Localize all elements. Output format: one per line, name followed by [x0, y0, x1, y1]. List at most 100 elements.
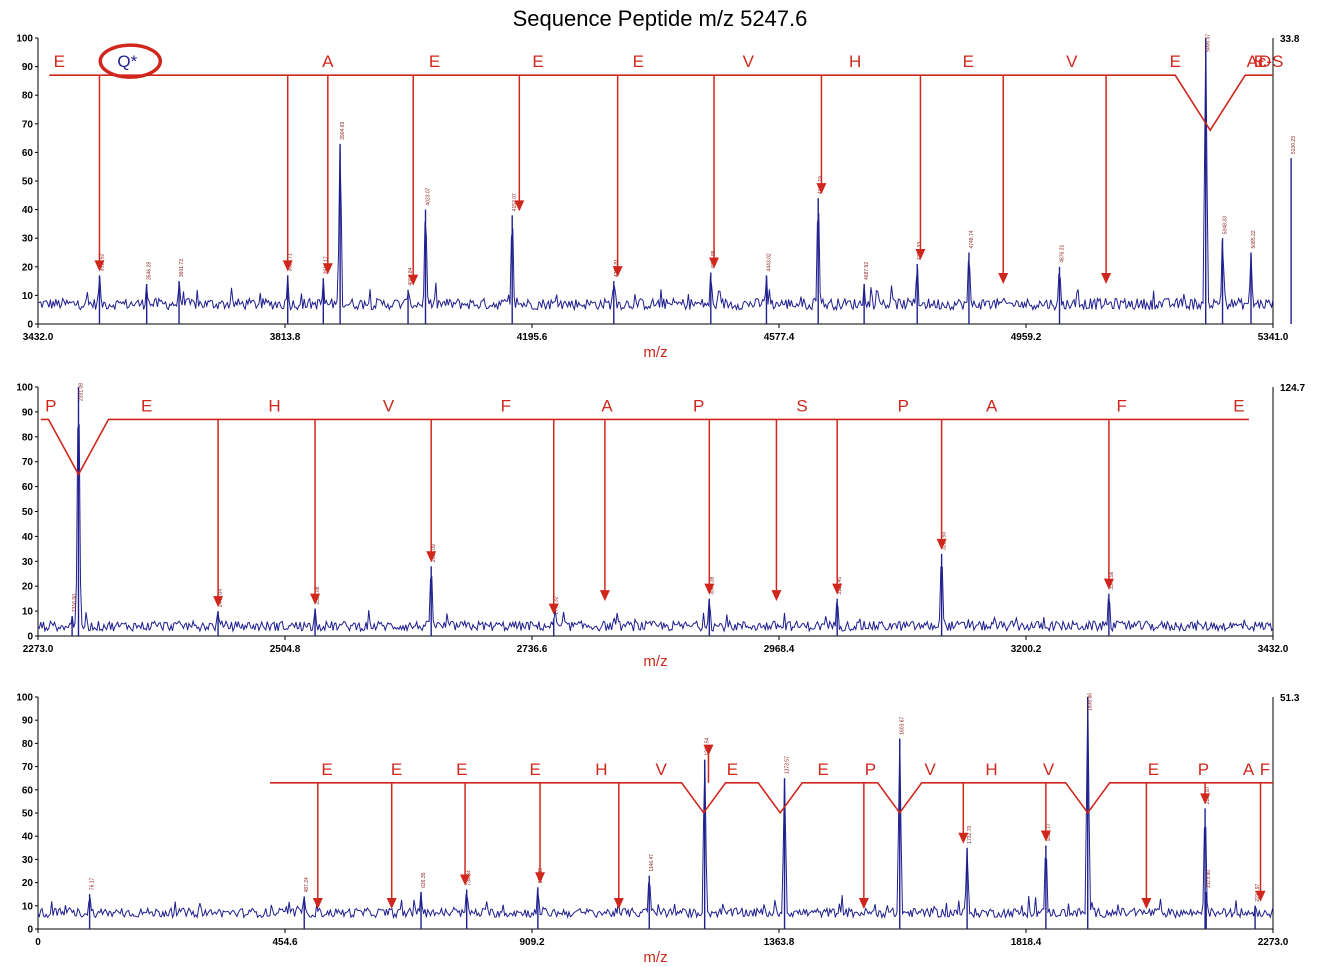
panel2-residue-label: A [986, 396, 998, 415]
panel3-arrow-head [535, 872, 546, 884]
panel1-xtick-label: 3813.8 [270, 332, 301, 343]
panel3-peak-label: 76.17 [90, 877, 96, 890]
panel1-ytick-label: 60 [22, 148, 34, 159]
panel2-arrow-head [548, 603, 559, 615]
panel1-residue-label: E [429, 52, 440, 71]
panel1-peak-label: 4876.31 [1060, 245, 1066, 263]
panel3-ytick-label: 50 [22, 809, 34, 820]
panel2-ytick-label: 90 [22, 407, 34, 418]
panel3-peak-label: 1938.86 [1088, 693, 1094, 711]
panel3-residue-label: A [1243, 760, 1255, 779]
panel2-arrow-head [426, 551, 437, 563]
panel1-residue-label: Q* [117, 52, 137, 71]
panel1-peak-label: 5130.23 [1291, 136, 1297, 154]
panel2-residue-label: P [45, 396, 56, 415]
panel3-peak-label: 1732.70 [967, 826, 973, 844]
panel2-ytick-label: 70 [22, 457, 34, 468]
panel2-peak-label: 2331.08 [78, 383, 84, 401]
panel3-residue-ladder [270, 782, 1273, 815]
panel2-xtick-label: 2273.0 [23, 644, 54, 655]
panel2-ytick-label: 80 [22, 432, 34, 443]
panel1-ytick-label: 80 [22, 91, 34, 102]
panel1-peak-label: 4023.07 [426, 187, 432, 205]
chart-title: Sequence Peptide m/z 5247.6 [512, 6, 808, 31]
panel3-x-label: m/z [643, 949, 667, 966]
panel2-residue-label: F [501, 396, 511, 415]
panel3-residue-label: V [656, 760, 668, 779]
panel3-arrow-head [1141, 898, 1152, 909]
panel3-residue-label: H [595, 760, 607, 779]
panel3-peak-label: 1603.67 [900, 716, 906, 734]
panel1-peak-label: 4443.02 [766, 253, 772, 271]
panel3-peak-label: 1146.47 [649, 854, 655, 872]
panel1-arrow-head [282, 260, 293, 272]
panel1-peak-label: 4687.92 [864, 262, 870, 280]
panel1-residue-label: E [532, 52, 543, 71]
panel3-residue-label: E [321, 760, 332, 779]
panel1-peak-label: 5085.22 [1251, 230, 1257, 248]
panel1-residue-circle [98, 43, 163, 79]
panel3-residue-label: E [391, 760, 402, 779]
panel2-arrow-head [771, 590, 782, 602]
panel3-ytick-label: 40 [22, 832, 34, 843]
panel2-ytick-label: 60 [22, 482, 34, 493]
panel3-arrow-head [1200, 793, 1211, 805]
panel2-arrow-head [213, 596, 224, 608]
panel2-residue-label: E [141, 396, 152, 415]
panel3-peak-label: 2173.90 [1206, 870, 1212, 888]
panel1-xtick-label: 3432.0 [23, 332, 54, 343]
panel1-ytick-label: 70 [22, 119, 34, 130]
panel3-peak-label: 734.34 [467, 870, 473, 886]
panel1-residue-label: E [54, 52, 65, 71]
panel2-xtick-label: 3200.2 [1011, 644, 1042, 655]
panel1-residue-label: V [743, 52, 755, 71]
panel1-arrow-head [408, 274, 419, 286]
panel1-xtick-label: 4959.2 [1011, 332, 1042, 343]
panel1-arrow-head [94, 260, 105, 272]
panel3-peak-label: 1373.57 [785, 756, 791, 774]
panel2-residue-label: V [383, 396, 395, 415]
panel2-xtick-label: 2736.6 [517, 644, 548, 655]
panel3-ytick-label: 60 [22, 785, 34, 796]
panel1-residue-ladder [49, 74, 1273, 132]
panel3-arrow-head [1255, 890, 1266, 902]
panel3-residue-label: E [529, 760, 540, 779]
panel1-arrow-head [998, 272, 1009, 284]
panel3-arrow-head [703, 744, 714, 756]
panel2-max-intensity: 124.7 [1280, 383, 1305, 394]
panel2-arrow-head [832, 583, 843, 595]
panel1-residue-label: Ac-S [1247, 52, 1284, 71]
panel3-xtick-label: 2273.0 [1258, 937, 1289, 948]
panel3-residue-label: E [727, 760, 738, 779]
panel1-xtick-label: 4577.4 [764, 332, 795, 343]
panel3-max-intensity: 51.3 [1280, 693, 1300, 704]
panel1-residue-label: E [1254, 52, 1265, 71]
panel1-spectrum-trace [37, 38, 1274, 312]
panel3-peak-label: 487.24 [304, 877, 310, 893]
panel3-peak-label: 626.35 [421, 872, 427, 888]
panel1-peak-label: 3601.73 [179, 259, 185, 277]
panel3-arrow-head [1040, 830, 1051, 842]
panel2-ytick-label: 40 [22, 532, 34, 543]
panel3-arrow-head [312, 898, 323, 909]
panel3-ytick-label: 70 [22, 762, 34, 773]
panel2-xtick-label: 3432.0 [1258, 644, 1289, 655]
panel3-arrow-head [613, 898, 624, 909]
panel1-arrow-head [915, 248, 926, 260]
panel1-arrow-head [612, 266, 623, 278]
panel3-ytick-label: 100 [16, 693, 33, 704]
panel2-ytick-label: 100 [16, 383, 33, 394]
panel3-residue-label: V [924, 760, 936, 779]
panel1-residue-label: V [1066, 52, 1078, 71]
panel3-residue-label: E [817, 760, 828, 779]
panel1-residue-label: E [1170, 52, 1181, 71]
panel2-ytick-label: 0 [27, 632, 33, 643]
panel2-residue-label: S [796, 396, 807, 415]
panel3-residue-label: P [865, 760, 876, 779]
panel2-arrow-head [936, 538, 947, 550]
panel3-xtick-label: 454.6 [272, 937, 297, 948]
panel1-residue-label: E [963, 52, 974, 71]
panel2-x-label: m/z [643, 653, 667, 670]
panel1-residue-label: H [849, 52, 861, 71]
